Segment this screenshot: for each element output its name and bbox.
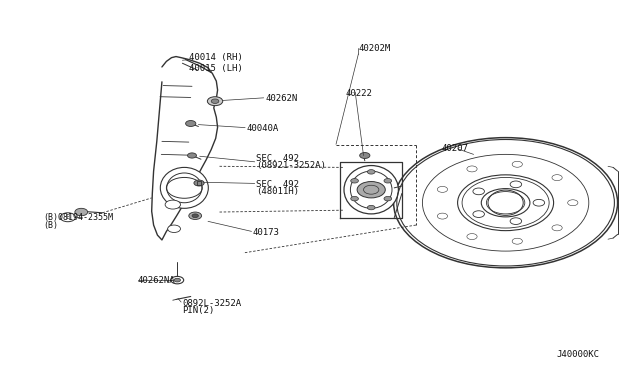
Text: 40040A: 40040A <box>246 124 278 133</box>
Circle shape <box>351 179 358 183</box>
Circle shape <box>512 238 522 244</box>
Text: SEC. 492: SEC. 492 <box>256 154 299 163</box>
Circle shape <box>357 182 385 198</box>
Circle shape <box>168 225 180 232</box>
Text: 40202M: 40202M <box>358 44 390 53</box>
Circle shape <box>360 153 370 158</box>
Text: 40262NA: 40262NA <box>138 276 175 285</box>
Circle shape <box>174 278 180 282</box>
Circle shape <box>384 196 392 201</box>
Circle shape <box>473 188 484 195</box>
Circle shape <box>194 180 204 186</box>
Text: 40015 (LH): 40015 (LH) <box>189 64 243 73</box>
Ellipse shape <box>160 167 209 208</box>
Circle shape <box>165 200 180 209</box>
Circle shape <box>510 181 522 188</box>
Text: 40014 (RH): 40014 (RH) <box>189 53 243 62</box>
Circle shape <box>533 199 545 206</box>
Circle shape <box>188 153 196 158</box>
Text: (B)08194-2355M: (B)08194-2355M <box>44 213 113 222</box>
Circle shape <box>367 170 375 174</box>
Ellipse shape <box>488 190 524 215</box>
Circle shape <box>351 196 358 201</box>
Circle shape <box>437 186 447 192</box>
Text: 40207: 40207 <box>442 144 468 153</box>
Circle shape <box>211 99 219 103</box>
Text: 0892L-3252A: 0892L-3252A <box>182 299 241 308</box>
Circle shape <box>207 97 223 106</box>
Circle shape <box>467 166 477 172</box>
Circle shape <box>75 208 88 216</box>
Text: J40000KC: J40000KC <box>557 350 600 359</box>
Circle shape <box>192 214 198 218</box>
Text: (48011H): (48011H) <box>256 187 299 196</box>
Circle shape <box>552 175 562 181</box>
Text: (B): (B) <box>44 221 58 230</box>
Circle shape <box>458 175 554 231</box>
Text: PIN(2): PIN(2) <box>182 306 214 315</box>
Circle shape <box>189 212 202 219</box>
Circle shape <box>171 276 184 284</box>
Circle shape <box>384 179 392 183</box>
Text: 40222: 40222 <box>346 89 372 97</box>
Circle shape <box>437 213 447 219</box>
Circle shape <box>552 225 562 231</box>
Ellipse shape <box>344 166 398 214</box>
Circle shape <box>512 161 522 167</box>
Circle shape <box>467 234 477 240</box>
Text: B: B <box>65 214 70 220</box>
Text: (08921-3252A): (08921-3252A) <box>256 161 326 170</box>
Circle shape <box>568 200 578 206</box>
Circle shape <box>473 211 484 218</box>
Circle shape <box>367 205 375 210</box>
Text: 40173: 40173 <box>253 228 280 237</box>
Circle shape <box>394 138 618 268</box>
Circle shape <box>510 218 522 224</box>
Circle shape <box>186 121 196 126</box>
Text: 40262N: 40262N <box>266 94 298 103</box>
Text: SEC. 492: SEC. 492 <box>256 180 299 189</box>
